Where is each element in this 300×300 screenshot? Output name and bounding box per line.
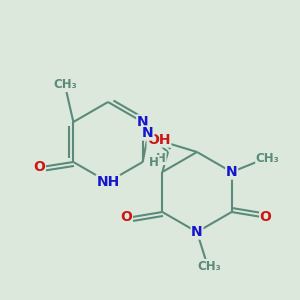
- Text: OH: OH: [147, 133, 171, 147]
- Text: O: O: [120, 210, 132, 224]
- Text: N: N: [137, 115, 148, 129]
- Text: H: H: [156, 152, 166, 164]
- Text: N: N: [142, 126, 154, 140]
- Text: H: H: [149, 155, 159, 169]
- Text: N: N: [191, 225, 203, 239]
- Text: N: N: [226, 165, 238, 179]
- Text: O: O: [260, 210, 272, 224]
- Text: NH: NH: [96, 175, 120, 189]
- Text: CH₃: CH₃: [53, 79, 77, 92]
- Text: CH₃: CH₃: [197, 260, 221, 272]
- Text: CH₃: CH₃: [256, 152, 280, 164]
- Text: O: O: [33, 160, 45, 174]
